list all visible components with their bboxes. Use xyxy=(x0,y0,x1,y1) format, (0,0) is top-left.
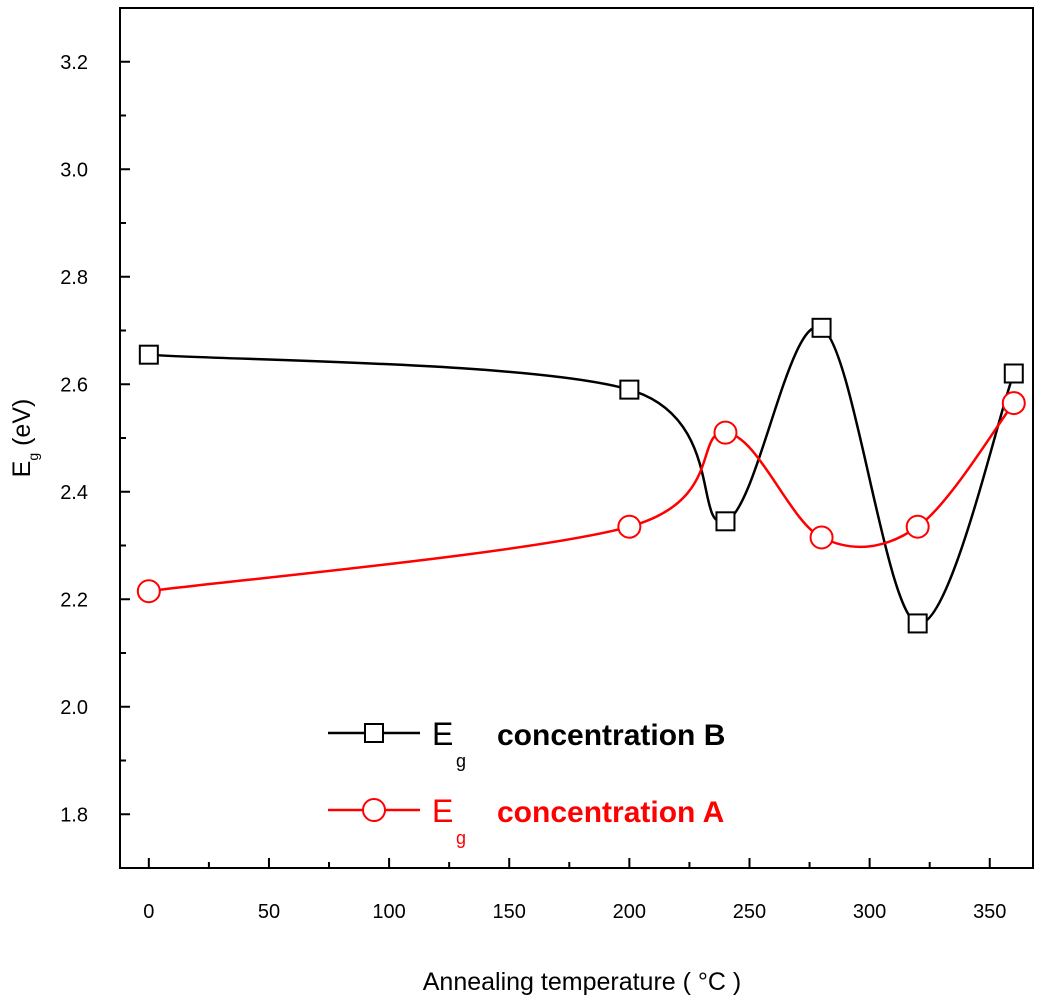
x-tick-label: 200 xyxy=(613,901,646,923)
series-layer xyxy=(136,317,1026,634)
data-point-1 xyxy=(713,420,738,445)
legend-marker-0 xyxy=(364,723,384,743)
legend-label-0: concentration B xyxy=(497,719,725,752)
x-tick-label: 300 xyxy=(853,901,886,923)
x-tick-label: 0 xyxy=(143,901,154,923)
data-point-1 xyxy=(1001,391,1026,416)
y-tick-label: 1.8 xyxy=(60,804,88,826)
data-point-0 xyxy=(1003,363,1024,384)
x-axis-title: Annealing temperature ( °C ) xyxy=(423,968,741,996)
legend-symbol-1: E xyxy=(432,793,453,829)
legend-subscript-0: g xyxy=(456,751,466,771)
series-line-0 xyxy=(148,325,1015,625)
y-tick-label: 2.4 xyxy=(60,482,88,504)
legend-symbol-0: E xyxy=(432,716,453,752)
legend-marker-1 xyxy=(362,798,386,822)
data-point-1 xyxy=(905,514,930,539)
y-tick-label: 2.2 xyxy=(60,589,88,611)
data-point-0 xyxy=(811,317,832,338)
y-tick-label: 3.0 xyxy=(60,159,88,181)
data-point-1 xyxy=(809,525,834,550)
data-point-0 xyxy=(907,613,928,634)
x-tick-label: 250 xyxy=(733,901,766,923)
data-point-0 xyxy=(619,379,640,400)
data-point-1 xyxy=(136,579,161,604)
data-point-0 xyxy=(715,511,736,532)
y-axis-title: Eg (eV) xyxy=(8,399,41,478)
data-point-0 xyxy=(138,344,159,365)
y-tick-label: 3.2 xyxy=(60,52,88,74)
legend-label-1: concentration A xyxy=(497,796,724,829)
x-tick-label: 150 xyxy=(493,901,526,923)
y-tick-label: 2.6 xyxy=(60,374,88,396)
series-line-1 xyxy=(148,402,1015,593)
x-tick-label: 50 xyxy=(258,901,280,923)
y-tick-label: 2.8 xyxy=(60,267,88,289)
x-tick-label: 100 xyxy=(372,901,405,923)
legend: Eg concentration B Eg concentration A xyxy=(328,716,725,848)
axes: 0 50 100 150 200 250 300 350 1.8 2.0 2.2 2.4 2.6 2.8 3… xyxy=(8,7,1034,996)
data-point-1 xyxy=(617,514,642,539)
x-tick-label: 350 xyxy=(973,901,1006,923)
y-tick-label: 2.0 xyxy=(60,697,88,719)
legend-subscript-1: g xyxy=(456,828,466,848)
